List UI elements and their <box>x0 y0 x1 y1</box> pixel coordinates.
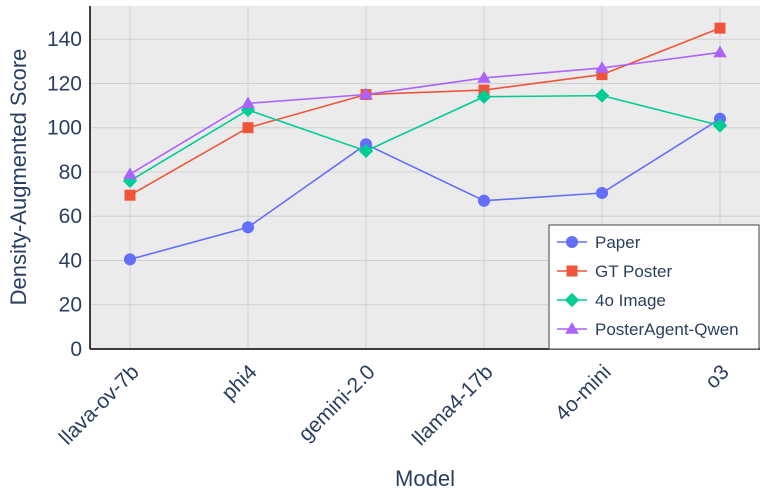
legend-marker <box>564 292 580 308</box>
data-point <box>594 88 610 103</box>
legend-marker <box>565 235 579 249</box>
y-tick-label: 0 <box>70 338 82 361</box>
data-point <box>595 61 609 73</box>
legend-item: PosterAgent-Qwen <box>557 320 739 339</box>
data-point <box>477 71 491 83</box>
legend-marker <box>566 265 578 277</box>
series-line <box>129 94 721 182</box>
data-point <box>712 118 728 133</box>
y-tick-label: 40 <box>59 249 82 272</box>
legend-item: Paper <box>557 233 641 252</box>
x-tick-label: llava-ov-7b <box>55 360 144 449</box>
data-point <box>477 194 491 207</box>
data-point <box>359 87 373 100</box>
x-axis-title: Model <box>395 466 455 491</box>
legend-item: 4o Image <box>557 291 666 310</box>
data-point <box>123 167 137 179</box>
data-point <box>241 96 255 109</box>
series-line <box>129 51 721 175</box>
data-point <box>240 102 256 118</box>
legend-label: 4o Image <box>595 291 666 310</box>
y-tick-label: 140 <box>47 28 82 51</box>
y-tick-label: 120 <box>47 72 82 95</box>
y-axis-title: Density-Augmented Score <box>6 49 31 306</box>
data-point <box>242 122 254 134</box>
series-posteragent-qwen <box>123 45 727 179</box>
data-point <box>358 143 374 159</box>
legend-label: Paper <box>595 233 641 252</box>
series-layer <box>122 22 728 266</box>
data-point <box>713 45 727 58</box>
legend-item: GT Poster <box>557 262 672 281</box>
series-line <box>129 27 721 196</box>
data-point <box>595 186 609 200</box>
x-tick-label: gemini-2.0 <box>294 360 380 446</box>
y-tick-label: 60 <box>59 205 82 228</box>
legend-label: GT Poster <box>595 262 672 281</box>
x-tick-label: llama4-17b <box>408 360 498 450</box>
legend-label: PosterAgent-Qwen <box>595 320 739 339</box>
y-tick-label: 100 <box>47 117 82 140</box>
y-tick-labels: 0 20 40 60 80 100 120 140 <box>47 28 82 361</box>
legend: Paper GT Poster 4o Image PosterAgent-Qwen <box>548 224 760 350</box>
y-tick-label: 80 <box>59 161 82 184</box>
series-line <box>129 118 721 261</box>
x-tick-label: phi4 <box>217 360 262 405</box>
x-tick-labels: llava-ov-7b phi4 gemini-2.0 llama4-17b 4o-mi… <box>55 360 734 450</box>
data-point <box>124 189 136 201</box>
data-point <box>241 221 255 234</box>
legend-marker <box>565 322 579 334</box>
data-point <box>476 89 492 104</box>
data-point <box>596 69 608 81</box>
data-point <box>714 22 726 34</box>
x-tick-label: 4o-mini <box>551 360 616 425</box>
x-tick-label: o3 <box>701 360 734 393</box>
data-point <box>123 253 137 266</box>
y-tick-label: 20 <box>59 294 82 317</box>
